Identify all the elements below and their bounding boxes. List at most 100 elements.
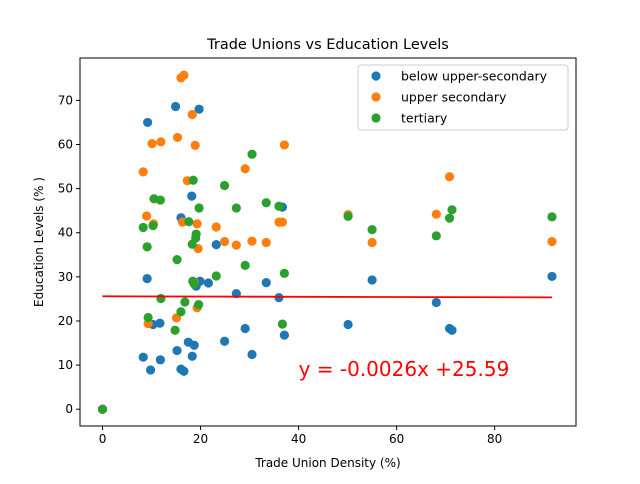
data-point <box>138 222 148 233</box>
data-point <box>279 268 289 278</box>
chart-title: Trade Unions vs Education Levels <box>206 37 449 53</box>
data-point <box>170 101 181 112</box>
data-point <box>191 229 201 239</box>
data-point <box>219 336 230 346</box>
x-tick-label: 40 <box>291 432 306 446</box>
legend-label: below upper-secondary <box>401 69 548 84</box>
y-tick-label: 10 <box>58 358 73 372</box>
x-tick-label: 0 <box>99 432 107 446</box>
data-point <box>367 237 377 248</box>
data-point <box>367 225 377 235</box>
data-point <box>547 236 557 247</box>
data-point <box>431 297 441 308</box>
legend: below upper-secondary upper secondary tert… <box>357 64 569 131</box>
legend-marker <box>371 92 381 102</box>
data-point <box>444 213 455 223</box>
data-point <box>138 167 148 177</box>
data-point <box>194 203 204 213</box>
data-point <box>367 275 377 285</box>
legend-label: tertiary <box>401 111 448 126</box>
data-point <box>203 278 214 288</box>
data-point <box>172 345 182 356</box>
data-point <box>142 274 152 284</box>
regression-line-group: y = -0.0026x +25.59 <box>102 295 552 381</box>
y-tick-label: 40 <box>58 226 73 240</box>
x-axis-ticks: 0 20 40 60 80 <box>99 426 502 446</box>
x-tick-label: 20 <box>193 432 208 446</box>
data-point <box>444 172 455 182</box>
data-point <box>189 279 199 289</box>
y-tick-label: 70 <box>58 93 73 107</box>
data-point <box>431 209 441 219</box>
y-tick-label: 20 <box>58 314 73 328</box>
data-point <box>247 149 257 159</box>
data-point <box>179 70 189 80</box>
data-point <box>143 312 153 323</box>
data-point <box>211 271 221 281</box>
y-tick-label: 50 <box>58 182 73 196</box>
data-point <box>155 318 165 328</box>
legend-marker <box>371 113 381 123</box>
y-tick-label: 60 <box>58 137 73 151</box>
x-axis-label: Trade Union Density (%) <box>254 456 400 470</box>
data-point <box>240 260 250 270</box>
data-point <box>277 319 288 329</box>
x-tick-label: 60 <box>389 432 404 446</box>
data-point <box>187 191 197 201</box>
data-point <box>277 217 288 227</box>
data-point <box>240 323 250 334</box>
data-point <box>142 242 152 252</box>
data-point <box>447 325 457 335</box>
data-point <box>190 140 200 150</box>
data-point <box>211 222 221 232</box>
data-point <box>431 231 441 241</box>
data-point <box>170 325 180 335</box>
data-point <box>247 236 257 246</box>
y-tick-label: 30 <box>58 270 73 284</box>
data-point <box>343 319 353 330</box>
data-point <box>231 240 241 250</box>
data-point <box>187 351 197 361</box>
data-point <box>547 212 557 222</box>
data-point <box>261 198 271 208</box>
data-point <box>156 137 166 147</box>
data-point <box>155 195 165 205</box>
data-point <box>447 205 457 215</box>
data-point <box>138 352 148 362</box>
data-point <box>231 203 241 213</box>
series-below-upper-secondary <box>97 101 557 414</box>
data-point <box>194 300 204 310</box>
data-points <box>97 70 557 414</box>
data-point <box>145 365 156 375</box>
data-point <box>219 180 230 191</box>
data-point <box>261 277 271 288</box>
data-point <box>343 211 353 222</box>
plot-area: 0 20 40 60 80 0 10 20 30 40 50 60 70 y = -0.0026x +… <box>58 57 577 446</box>
data-point <box>142 211 152 221</box>
data-point <box>156 293 166 304</box>
axes-frame <box>79 57 577 427</box>
legend-label: upper secondary <box>401 90 507 105</box>
data-point <box>279 140 289 150</box>
data-point <box>189 340 199 350</box>
data-point <box>180 297 190 307</box>
legend-marker <box>371 71 381 81</box>
data-point <box>143 117 153 128</box>
data-point <box>172 132 183 143</box>
data-point <box>192 219 202 229</box>
data-point <box>219 236 230 247</box>
data-point <box>184 217 194 227</box>
data-point <box>176 307 186 317</box>
data-point <box>97 404 108 414</box>
data-point <box>155 355 165 365</box>
legend-box <box>357 64 569 131</box>
data-point <box>279 330 289 340</box>
data-point <box>187 109 197 120</box>
data-point <box>179 366 189 376</box>
data-point <box>247 349 257 360</box>
data-point <box>211 240 221 250</box>
data-point <box>147 139 157 149</box>
data-point <box>148 221 158 231</box>
